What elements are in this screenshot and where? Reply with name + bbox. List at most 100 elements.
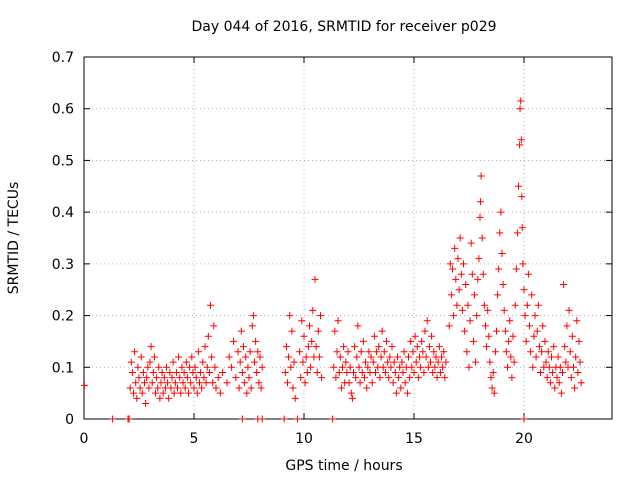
data-point (165, 394, 173, 402)
data-point (555, 379, 563, 387)
data-point (439, 363, 447, 371)
data-point (144, 363, 152, 371)
data-point (330, 363, 338, 371)
data-point (510, 358, 518, 366)
data-point (153, 374, 161, 382)
data-point (400, 348, 408, 356)
data-point (405, 353, 412, 361)
data-point (501, 327, 509, 335)
data-point (506, 317, 514, 325)
data-point (518, 224, 526, 232)
data-point (475, 255, 483, 263)
x-axis-label: GPS time / hours (285, 458, 402, 474)
data-point (307, 363, 315, 371)
data-point (458, 306, 466, 314)
data-point (534, 301, 542, 309)
data-point (177, 389, 185, 397)
data-point (528, 291, 536, 299)
data-point (159, 389, 167, 397)
data-point (343, 368, 351, 376)
data-point (336, 353, 344, 361)
data-point (433, 374, 441, 382)
data-point (154, 384, 162, 392)
data-point (480, 301, 488, 309)
data-point (205, 368, 213, 376)
data-point (524, 270, 532, 278)
data-point (526, 322, 533, 330)
data-point (460, 260, 467, 268)
data-point (198, 384, 206, 392)
data-point (339, 363, 346, 371)
data-point (548, 353, 555, 361)
data-point (344, 348, 352, 356)
data-point (138, 389, 146, 397)
data-point (182, 358, 190, 366)
data-point (467, 239, 475, 247)
data-point (297, 374, 305, 382)
data-point (574, 368, 582, 376)
data-point (465, 363, 473, 371)
y-tick-label: 0.6 (52, 102, 74, 118)
data-point (296, 348, 304, 356)
data-point (435, 343, 443, 351)
data-point (189, 368, 197, 376)
data-point (471, 291, 478, 299)
data-point (378, 327, 386, 335)
data-point (368, 379, 376, 387)
data-point (145, 384, 153, 392)
data-point (288, 327, 296, 335)
data-point (380, 348, 388, 356)
data-point (482, 322, 489, 330)
data-point (245, 374, 253, 382)
data-point (183, 374, 191, 382)
data-point (462, 281, 470, 289)
data-point (517, 97, 525, 105)
data-point (156, 394, 164, 402)
data-point (436, 368, 444, 376)
data-point (576, 358, 584, 366)
data-point (473, 312, 481, 320)
data-point (291, 394, 299, 402)
data-point (109, 415, 117, 423)
data-point (463, 348, 471, 356)
data-point (377, 353, 385, 361)
data-point (424, 363, 432, 371)
data-point (225, 353, 233, 361)
data-point (476, 213, 484, 221)
data-point (494, 291, 502, 299)
data-point (571, 384, 579, 392)
data-point (331, 327, 339, 335)
data-point (517, 136, 525, 144)
data-point (550, 343, 558, 351)
data-point (363, 384, 371, 392)
data-point (152, 389, 159, 397)
data-point (364, 363, 372, 371)
data-point (485, 332, 493, 340)
data-point (461, 327, 469, 335)
data-point (410, 368, 418, 376)
data-point (451, 244, 459, 252)
data-point (472, 358, 480, 366)
data-point (551, 384, 559, 392)
data-point (334, 317, 342, 325)
data-point (167, 384, 175, 392)
data-point (242, 353, 250, 361)
data-point (80, 381, 88, 389)
data-point (522, 337, 530, 345)
data-point (397, 384, 405, 392)
data-point (253, 368, 261, 376)
data-point (509, 332, 517, 340)
data-point (361, 374, 368, 382)
data-point (309, 306, 317, 314)
data-point (142, 399, 150, 407)
data-point (148, 379, 156, 387)
data-point (236, 358, 244, 366)
data-point (372, 368, 379, 376)
data-point (457, 270, 465, 278)
data-point (202, 379, 210, 387)
axis-ticks (83, 56, 612, 420)
data-point (132, 379, 140, 387)
data-point (143, 374, 151, 382)
data-point (178, 363, 186, 371)
data-point (497, 208, 505, 216)
